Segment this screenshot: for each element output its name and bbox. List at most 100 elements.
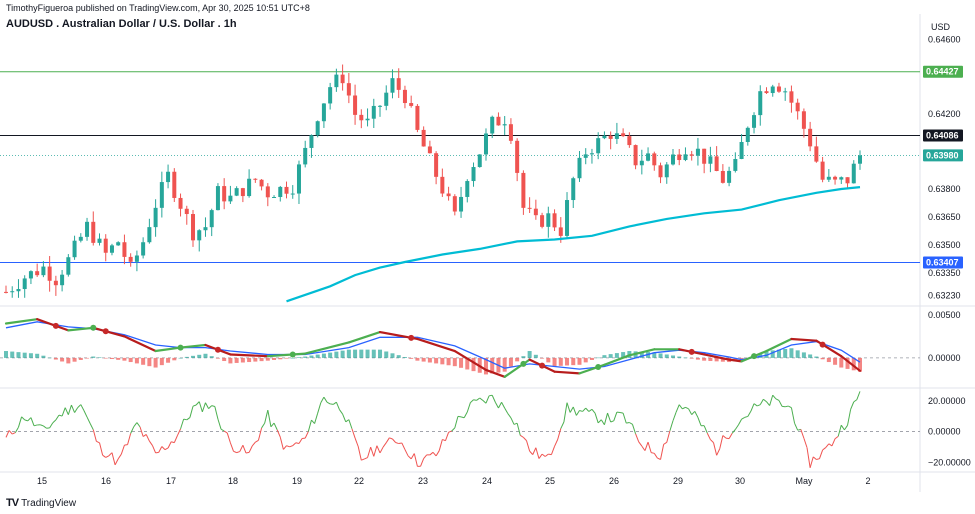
osc-segment [86,416,91,424]
osc-segment [236,451,240,454]
macd-tick-label: 0.00000 [928,353,961,363]
osc-segment [473,399,477,401]
macd-histogram-bar [552,357,557,367]
osc-segment [17,416,23,428]
time-tick-label: 26 [609,476,619,486]
candle-body [178,197,183,209]
macd-histogram-bar [147,357,152,367]
osc-segment [532,447,537,455]
time-tick-label: 19 [292,476,302,486]
candle-body [116,242,121,246]
osc-segment [326,401,331,405]
osc-segment [651,452,655,454]
macd-histogram-bar [695,357,700,360]
macd-histogram-bar [465,357,470,370]
macd-cross-dot [102,328,109,335]
osc-segment [357,446,362,461]
time-tick-label: 24 [482,476,492,486]
candle-body [35,271,40,276]
candle-body [621,133,626,137]
candle-body [565,200,570,236]
osc-segment [14,426,19,433]
macd-fast-segment [179,343,207,349]
osc-segment [572,406,577,416]
candle-body [639,160,644,166]
brand[interactable]: TV TradingView [6,497,76,509]
macd-histogram-bar [720,357,725,362]
macd-histogram-bar [41,355,46,358]
candle-body [658,165,663,178]
osc-segment [192,404,197,407]
macd-histogram-bar [103,357,108,359]
osc-segment [834,436,839,440]
osc-segment [342,413,347,423]
macd-histogram-bar [639,351,644,358]
osc-segment [713,442,718,456]
osc-segment [283,445,287,450]
osc-segment [812,456,817,460]
osc-segment [603,412,609,425]
price-tick-label: 0.63800 [928,184,961,194]
osc-segment [444,432,450,441]
osc-segment [731,429,736,434]
macd-histogram-bar [764,351,769,358]
candle-body [240,188,245,197]
osc-segment [790,407,796,424]
osc-segment [420,458,425,467]
osc-segment [264,409,269,424]
candle-body [808,128,813,147]
candle-body [91,221,96,243]
osc-segment [560,421,565,429]
candle-body [427,146,432,154]
macd-histogram-bar [471,357,476,372]
macd-histogram-bar [228,357,233,364]
osc-segment [501,402,506,409]
osc-segment [155,451,159,454]
candle-body [789,91,794,103]
osc-segment [644,441,649,451]
osc-segment [52,419,57,424]
macd-fast-segment [765,337,793,353]
candle-body [527,207,532,209]
macd-fast-segment [347,330,382,344]
osc-segment [233,450,237,454]
candle-body [558,227,563,236]
osc-segment [672,412,677,421]
osc-segment [364,457,368,460]
osc-segment [389,437,393,440]
macd-histogram-bar [814,356,819,358]
candle-body [265,186,270,198]
osc-segment [99,442,104,456]
osc-segment [716,448,721,456]
osc-segment [108,452,113,457]
candle-body [839,177,844,180]
macd-histogram-bar [390,353,395,358]
candle-body [371,105,376,119]
currency-label[interactable]: USD [931,22,951,32]
osc-segment [401,442,406,450]
osc-segment [507,413,512,419]
candle-body [540,215,545,227]
macd-histogram-bar [259,357,264,362]
osc-segment [840,424,845,431]
candle-body [646,153,651,161]
osc-segment [211,405,215,407]
osc-segment [554,439,559,447]
osc-segment [541,453,546,457]
macd-histogram-bar [247,357,252,363]
osc-segment [438,439,443,451]
macd-histogram-bar [577,357,582,365]
osc-segment [734,424,739,430]
osc-segment [585,407,590,412]
osc-segment [33,424,38,427]
macd-histogram-bar [222,357,227,362]
macd-histogram-bar [328,352,333,358]
time-tick-label: 29 [673,476,683,486]
osc-segment [747,410,752,417]
macd-histogram-bar [72,357,77,362]
macd-cross-dot [90,324,97,331]
macd-histogram-bar [166,357,171,363]
osc-segment [320,396,325,403]
osc-segment [323,396,328,403]
